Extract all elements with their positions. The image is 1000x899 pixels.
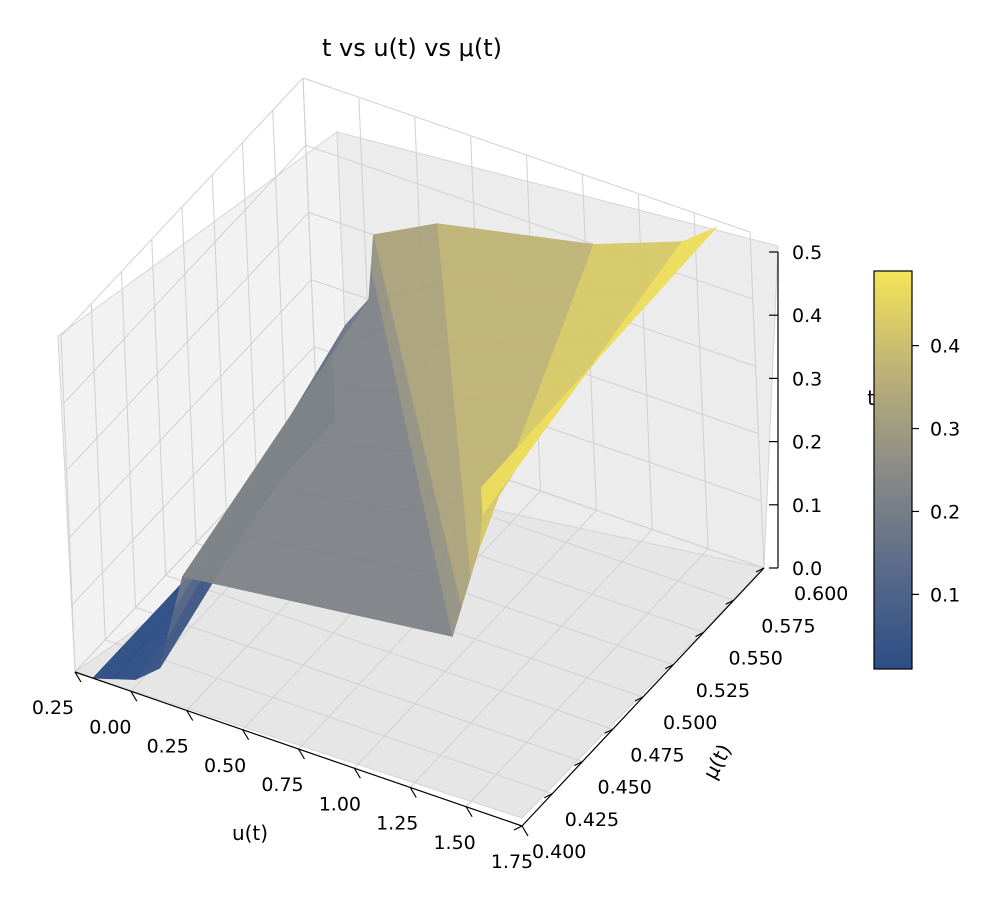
floor-grid-y [105, 639, 553, 795]
z-axis-label: t [867, 386, 875, 410]
z-tick-label: 0.1 [792, 495, 822, 517]
x-tick-label: 1.75 [491, 851, 533, 873]
z-tick-label: 0.0 [792, 558, 822, 580]
x-tick-label: 1.25 [376, 813, 418, 835]
x-tick-mark [130, 690, 138, 702]
y-tick-label: 0.575 [761, 615, 815, 637]
x-tick-mark [297, 748, 306, 760]
x-tick-label: 1.50 [433, 832, 475, 854]
z-tick-label: 0.5 [792, 242, 822, 264]
z-tick-labels: 0.0 0.1 0.2 0.3 0.4 0.5 [792, 242, 822, 580]
x-tick-labels: 0.25 0.00 0.25 0.50 0.75 1.00 1.25 1.50 1.75 [32, 697, 533, 873]
x-tick-label: 0.00 [89, 716, 131, 738]
x-tick-mark [74, 671, 82, 683]
y-tick-mark [543, 793, 553, 799]
x-tick-label: 0.25 [147, 736, 189, 758]
wall-grid-y [302, 77, 318, 415]
y-tick-label: 0.525 [696, 680, 750, 702]
floor-grid-y [135, 607, 583, 762]
x-tick-label: 0.75 [261, 774, 303, 796]
x-tick-label: 1.00 [319, 793, 361, 815]
wall-grid-z [305, 144, 753, 300]
colorbar-tick-label: 0.4 [930, 336, 960, 358]
x-tick-mark [521, 825, 529, 837]
colorbar-ticks: 0.1 0.2 0.3 0.4 [912, 336, 960, 606]
wall-grid-y [60, 335, 76, 673]
y-tick-mark [634, 696, 644, 702]
y-tick-label: 0.475 [630, 744, 684, 766]
wall-grid-z [69, 279, 312, 538]
x-tick-mark [242, 729, 250, 741]
y-tick-label: 0.400 [532, 841, 586, 863]
wall-grid-y [121, 271, 136, 608]
wall-grid-z [71, 346, 315, 606]
x-tick-mark [409, 787, 417, 798]
axes-3d: 0.25 0.00 0.25 0.50 0.75 1.00 1.25 1.50 1.75 0.4… [32, 77, 875, 873]
wall-grid-z [66, 212, 309, 471]
wall-grid-z [60, 77, 304, 337]
wall-grid-y [272, 110, 288, 447]
wall-grid-z [302, 77, 751, 233]
wall-grid-x [749, 231, 765, 569]
wall-grid-y [151, 239, 167, 576]
x-tick-label: 0.25 [32, 697, 74, 719]
x-tick-label: 0.50 [204, 755, 246, 777]
x-tick-mark [186, 710, 194, 721]
y-tick-mark [574, 760, 583, 767]
z-tick-label: 0.3 [792, 368, 822, 390]
colorbar: 0.1 0.2 0.3 0.4 [873, 270, 960, 670]
chart-title: t vs u(t) vs μ(t) [322, 34, 502, 62]
surface-mesh [92, 223, 717, 680]
y-tick-mark [604, 728, 614, 734]
colorbar-gradient [873, 270, 913, 670]
wall-grid-y [181, 206, 197, 544]
surface-facet [648, 226, 717, 288]
wall-grid-y [211, 174, 227, 511]
y-tick-mark [513, 825, 523, 831]
floor-grid-y [165, 574, 613, 730]
colorbar-tick-label: 0.3 [930, 419, 960, 441]
y-tick-mark [725, 599, 735, 605]
x-axis-label: u(t) [232, 821, 268, 845]
y-tick-mark [664, 664, 674, 670]
y-tick-label: 0.550 [729, 648, 783, 670]
y-tick-label: 0.500 [663, 712, 717, 734]
x-tick-mark [353, 767, 361, 779]
y-tick-labels: 0.400 0.425 0.450 0.475 0.500 0.525 0.550 0.575… [532, 583, 848, 863]
x-tick-mark [465, 806, 473, 818]
wall-grid-y [90, 303, 106, 640]
colorbar-tick-label: 0.1 [930, 584, 960, 606]
y-tick-label: 0.425 [565, 809, 619, 831]
axis-lines [74, 251, 779, 837]
y-tick-label: 0.600 [794, 583, 848, 605]
z-tick-label: 0.4 [792, 305, 822, 327]
y-axis-label: μ(t) [698, 740, 736, 783]
z-tick-label: 0.2 [792, 432, 822, 454]
y-tick-mark [695, 631, 704, 638]
wall-grid-x [693, 212, 709, 549]
wall-grid-z [63, 144, 307, 404]
colorbar-tick-label: 0.2 [930, 501, 960, 523]
y-tick-label: 0.450 [598, 777, 652, 799]
wall-grid-y [242, 142, 257, 479]
y-tick-mark [755, 567, 765, 573]
